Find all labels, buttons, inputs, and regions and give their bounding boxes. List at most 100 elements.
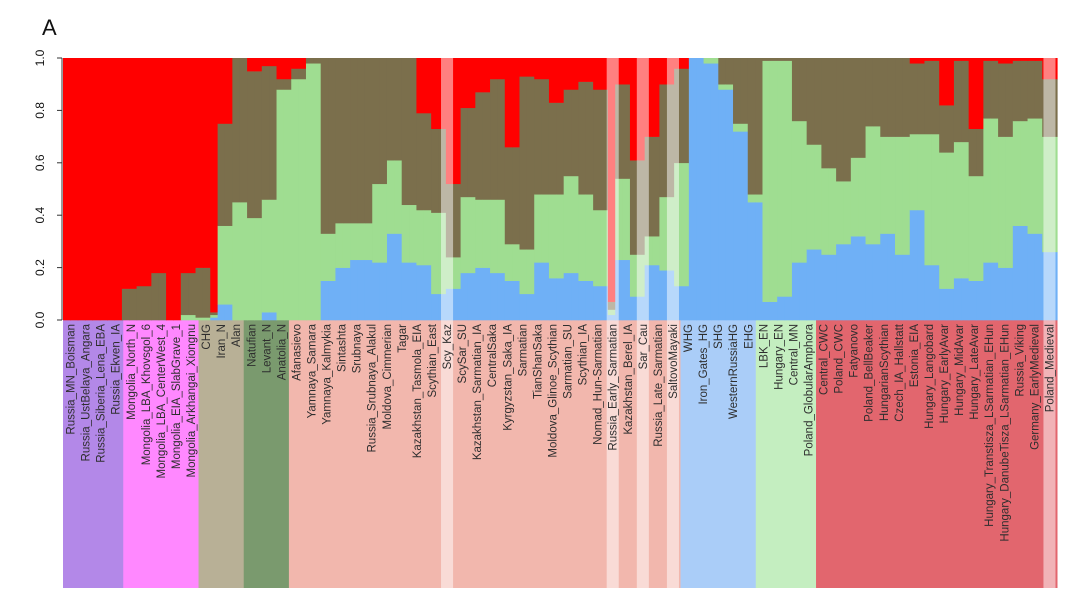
bar-segment [850,58,859,158]
bar-segment [968,175,977,281]
bar-segment [482,199,491,268]
bar-segment [70,58,79,321]
bar-segment [283,58,292,80]
bar-segment [1027,60,1036,119]
bar-segment [814,249,822,321]
bar-segment [261,65,270,200]
bar-segment [342,58,351,224]
bar-segment [946,105,955,153]
bar-segment [254,71,263,219]
bar-segment [195,267,204,318]
bar-segment [740,131,749,321]
population-label: Hungary_EN [773,324,785,390]
bar-segment [710,63,719,321]
bar-segment [1012,120,1021,226]
population-label: SaltovoMayaki [668,324,680,399]
group-band [816,320,1058,588]
population-label: Iron_Gates_HG [698,324,710,405]
bar-segment [320,233,329,281]
bar-segment [733,131,741,321]
bar-segment [1012,60,1021,122]
population-label: Poland_CWC [834,324,846,394]
bar-segment [416,113,425,211]
population-label: Russia_Srubnaya_Alakul [367,324,379,453]
population-label: Hungary_LateAvar [969,324,981,420]
bar-segment [453,257,462,289]
bar-segment [379,58,388,185]
bar-segment [843,58,852,182]
bar-segment [983,60,992,119]
bar-segment [291,68,300,80]
bar-segment [409,262,418,321]
bar-segment [431,293,440,321]
bar-segment [357,223,366,261]
bar-segment [828,254,837,321]
bar-segment [887,58,896,137]
population-label: Anatolia_N [276,324,288,380]
bar-segment [909,209,918,321]
bar-segment [571,89,580,177]
bar-segment [836,58,845,182]
bar-segment [534,262,543,321]
population-label: Scythian_IA [578,324,590,386]
bar-segment [976,175,984,281]
bar-segment [784,58,793,61]
bar-segment [629,296,638,321]
population-label: TianShanSaka [532,323,544,399]
bar-segment [394,233,403,321]
bar-segment [659,270,668,321]
population-label: Russia_Ekven_IA [111,324,123,415]
bar-segment [526,293,535,321]
bar-segment [718,58,727,85]
bar-segment [615,178,624,261]
bar-segment [961,58,970,61]
bar-segment [696,58,705,321]
bar-segment [291,78,300,321]
population-label: Hungary_Langobard [924,324,936,429]
bar-segment [593,285,602,321]
bar-segment [909,58,918,64]
bar-segment [460,272,469,321]
bar-segment [747,58,756,195]
bar-segment [423,209,432,266]
y-tick-label: 0.2 [33,259,47,276]
bar-segment [350,58,359,224]
population-label: Sar_Cau [638,324,650,369]
bar-segment [423,113,432,211]
bar-segment [924,60,933,135]
y-tick-label: 1.0 [33,49,47,66]
bar-segment [283,89,292,321]
bar-segment [482,92,491,200]
population-label: Hungary_Transtisza_LSarmatian_EHun [984,324,996,527]
bar-segment [210,317,219,321]
bar-segment [475,199,484,268]
bar-segment [872,244,881,321]
bar-segment [939,105,948,153]
bar-segment [585,81,594,195]
bar-segment [953,278,962,321]
bar-segment [431,212,440,295]
y-axis [57,57,63,321]
bar-segment [784,296,793,321]
bar-segment [261,199,270,313]
bar-segment [784,60,793,297]
population-label: Tagar [397,324,409,353]
bar-segment [364,259,373,321]
x-axis-population-labels: Russia_MN_Boisman Russia_UstBelaya_Angara… [66,323,1057,541]
bar-segment [357,259,366,321]
bar-segment [1012,58,1021,61]
bar-segment [247,71,256,219]
bar-segment [431,128,440,213]
bar-segment [946,58,955,106]
bar-segment [114,58,123,321]
bar-segment [990,118,999,263]
bar-segment [490,78,499,200]
bar-segment [188,58,197,274]
bar-segment [497,78,506,200]
bar-segment [99,58,108,321]
population-label: Poland_BellBeaker [864,324,876,422]
bar-segment [467,58,476,109]
bar-segment [652,264,660,321]
bar-segment [961,141,970,279]
population-label: Kazakhstan_Berel_IA [623,324,635,435]
